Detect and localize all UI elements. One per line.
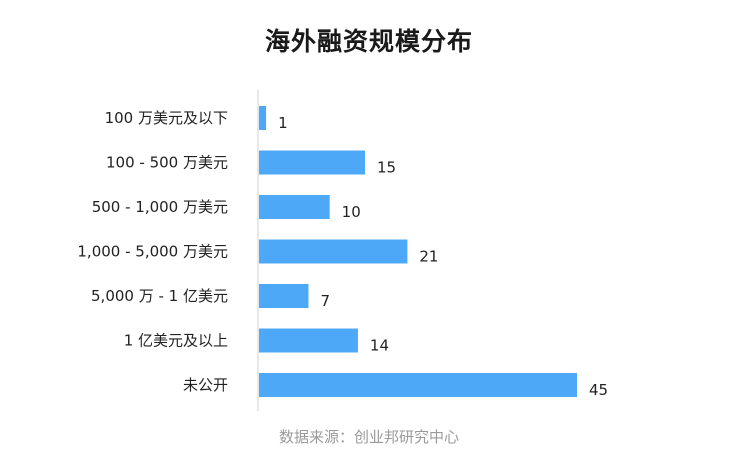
data-label: 7 (320, 292, 330, 310)
category-label: 1 亿美元及以上 (124, 332, 228, 350)
bar (259, 284, 309, 308)
data-label: 45 (589, 381, 608, 399)
bar (259, 150, 365, 175)
category-label: 未公开 (183, 376, 228, 394)
bar (259, 328, 358, 353)
data-label: 15 (377, 159, 396, 177)
data-label: 14 (370, 337, 389, 355)
category-label: 100 - 500 万美元 (106, 154, 228, 172)
source-note: 数据来源：创业邦研究中心 (278, 428, 459, 446)
data-label: 21 (419, 248, 438, 266)
category-label: 100 万美元及以下 (105, 109, 228, 127)
category-label: 500 - 1,000 万美元 (92, 198, 228, 216)
chart-title: 海外融资规模分布 (264, 27, 473, 56)
category-label: 5,000 万 - 1 亿美元 (91, 287, 228, 305)
data-label: 10 (342, 203, 361, 221)
data-label: 1 (278, 114, 288, 132)
bar (259, 106, 267, 130)
category-label: 1,000 - 5,000 万美元 (77, 243, 228, 261)
bar (259, 239, 408, 264)
bar (259, 195, 330, 219)
bar (259, 373, 577, 397)
